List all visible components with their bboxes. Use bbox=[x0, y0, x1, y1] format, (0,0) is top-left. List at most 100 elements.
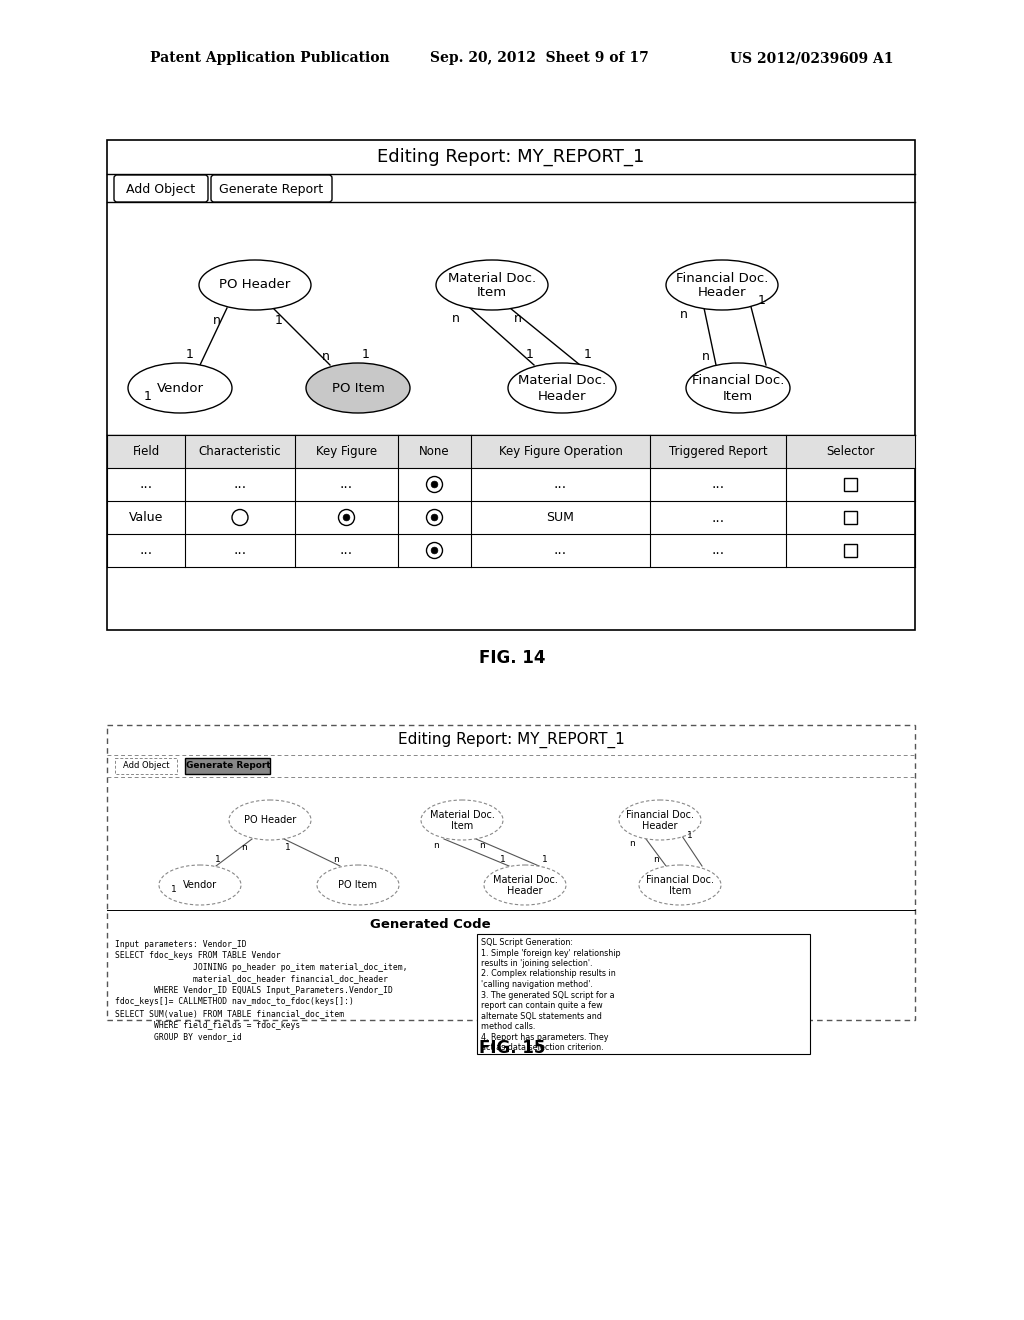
Text: Generated Code: Generated Code bbox=[370, 919, 490, 932]
FancyBboxPatch shape bbox=[211, 176, 332, 202]
Ellipse shape bbox=[229, 800, 311, 840]
Text: Material Doc.: Material Doc. bbox=[429, 810, 495, 820]
Bar bbox=[844, 478, 857, 491]
Ellipse shape bbox=[159, 865, 241, 906]
Text: 1: 1 bbox=[584, 348, 592, 362]
Text: ...: ... bbox=[340, 478, 353, 491]
Text: n: n bbox=[323, 350, 330, 363]
Text: report can contain quite a few: report can contain quite a few bbox=[481, 1001, 603, 1010]
Text: SQL Script Generation:: SQL Script Generation: bbox=[481, 939, 573, 946]
Text: alternate SQL statements and: alternate SQL statements and bbox=[481, 1011, 602, 1020]
Text: fdoc_keys[]= CALLMETHOD nav_mdoc_to_fdoc(keys[]:): fdoc_keys[]= CALLMETHOD nav_mdoc_to_fdoc… bbox=[115, 998, 354, 1006]
Text: material_doc_header financial_doc_header: material_doc_header financial_doc_header bbox=[115, 974, 388, 983]
Text: Sep. 20, 2012  Sheet 9 of 17: Sep. 20, 2012 Sheet 9 of 17 bbox=[430, 51, 649, 65]
Text: Item: Item bbox=[669, 886, 691, 896]
Bar bbox=[398, 436, 470, 467]
Text: n: n bbox=[653, 854, 658, 863]
Bar bbox=[108, 436, 184, 467]
Text: Triggered Report: Triggered Report bbox=[669, 445, 767, 458]
Text: Vendor: Vendor bbox=[157, 381, 204, 395]
Text: 1: 1 bbox=[144, 389, 152, 403]
Text: Item: Item bbox=[451, 821, 473, 832]
FancyBboxPatch shape bbox=[114, 176, 208, 202]
Text: JOINING po_header po_item material_doc_item,: JOINING po_header po_item material_doc_i… bbox=[115, 964, 408, 972]
Text: SUM: SUM bbox=[547, 511, 574, 524]
Text: 2. Complex relationship results in: 2. Complex relationship results in bbox=[481, 969, 615, 978]
Ellipse shape bbox=[686, 363, 790, 413]
Ellipse shape bbox=[639, 865, 721, 906]
Text: n: n bbox=[702, 350, 710, 363]
Text: WHERE field_fields = fdoc_keys: WHERE field_fields = fdoc_keys bbox=[115, 1020, 300, 1030]
Text: n: n bbox=[241, 842, 247, 851]
Text: Material Doc.: Material Doc. bbox=[493, 875, 557, 884]
Text: Key Figure Operation: Key Figure Operation bbox=[499, 445, 623, 458]
Circle shape bbox=[427, 510, 442, 525]
Bar bbox=[844, 544, 857, 557]
Bar bbox=[844, 511, 857, 524]
Text: Input parameters: Vendor_ID: Input parameters: Vendor_ID bbox=[115, 940, 247, 949]
Circle shape bbox=[232, 510, 248, 525]
Circle shape bbox=[343, 513, 350, 521]
Text: SELECT SUM(value) FROM TABLE financial_doc_item: SELECT SUM(value) FROM TABLE financial_d… bbox=[115, 1008, 344, 1018]
Text: Selector: Selector bbox=[826, 445, 874, 458]
Bar bbox=[471, 436, 649, 467]
Ellipse shape bbox=[666, 260, 778, 310]
Text: ...: ... bbox=[712, 511, 725, 524]
Text: PO Header: PO Header bbox=[244, 814, 296, 825]
Text: PO Header: PO Header bbox=[219, 279, 291, 292]
Bar bbox=[185, 436, 295, 467]
Bar bbox=[185, 758, 270, 774]
Text: PO Item: PO Item bbox=[339, 880, 378, 890]
Text: n: n bbox=[333, 854, 339, 863]
Text: 'calling navigation method'.: 'calling navigation method'. bbox=[481, 979, 593, 989]
Text: 1: 1 bbox=[285, 842, 291, 851]
Circle shape bbox=[427, 543, 442, 558]
Text: SELECT fdoc_keys FROM TABLE Vendor: SELECT fdoc_keys FROM TABLE Vendor bbox=[115, 952, 281, 961]
Ellipse shape bbox=[317, 865, 399, 906]
Text: results in 'joining selection'.: results in 'joining selection'. bbox=[481, 960, 593, 968]
Bar bbox=[106, 140, 915, 630]
Bar bbox=[650, 436, 785, 467]
Circle shape bbox=[427, 477, 442, 492]
Text: Editing Report: MY_REPORT_1: Editing Report: MY_REPORT_1 bbox=[377, 148, 645, 166]
Text: Financial Doc.: Financial Doc. bbox=[626, 810, 694, 820]
Text: n: n bbox=[680, 309, 688, 322]
Text: Header: Header bbox=[642, 821, 678, 832]
Text: 1: 1 bbox=[171, 884, 177, 894]
Text: Vendor: Vendor bbox=[183, 880, 217, 890]
Bar bbox=[106, 725, 915, 1020]
Text: 1: 1 bbox=[542, 854, 548, 863]
Text: 1: 1 bbox=[362, 347, 370, 360]
Text: n: n bbox=[213, 314, 221, 326]
Text: ...: ... bbox=[233, 478, 247, 491]
Text: None: None bbox=[419, 445, 450, 458]
Text: act as data selection criterion.: act as data selection criterion. bbox=[481, 1043, 603, 1052]
Text: FIG. 14: FIG. 14 bbox=[479, 649, 545, 667]
Text: Financial Doc.: Financial Doc. bbox=[692, 375, 784, 388]
Text: 1. Simple 'foreign key' relationship: 1. Simple 'foreign key' relationship bbox=[481, 949, 621, 957]
Text: Financial Doc.: Financial Doc. bbox=[646, 875, 714, 884]
Bar bbox=[115, 758, 177, 774]
Text: Patent Application Publication: Patent Application Publication bbox=[150, 51, 389, 65]
Circle shape bbox=[431, 546, 438, 554]
Text: Add Object: Add Object bbox=[126, 182, 196, 195]
Text: ...: ... bbox=[233, 544, 247, 557]
Text: Generate Report: Generate Report bbox=[185, 762, 270, 771]
Text: ...: ... bbox=[139, 478, 153, 491]
Circle shape bbox=[431, 480, 438, 488]
Text: WHERE Vendor_ID EQUALS Input_Parameters.Vendor_ID: WHERE Vendor_ID EQUALS Input_Parameters.… bbox=[115, 986, 393, 995]
Text: n: n bbox=[452, 312, 460, 325]
Text: 3. The generated SQL script for a: 3. The generated SQL script for a bbox=[481, 990, 614, 999]
Text: Item: Item bbox=[723, 389, 753, 403]
Text: Item: Item bbox=[477, 286, 507, 300]
Text: ...: ... bbox=[712, 478, 725, 491]
Ellipse shape bbox=[421, 800, 503, 840]
Text: method calls.: method calls. bbox=[481, 1022, 536, 1031]
Text: FIG. 15: FIG. 15 bbox=[479, 1039, 545, 1057]
Bar bbox=[786, 436, 914, 467]
Text: 1: 1 bbox=[275, 314, 283, 326]
Text: 1: 1 bbox=[215, 854, 221, 863]
Text: ...: ... bbox=[139, 544, 153, 557]
Text: Header: Header bbox=[538, 389, 587, 403]
Text: Editing Report: MY_REPORT_1: Editing Report: MY_REPORT_1 bbox=[397, 731, 625, 748]
